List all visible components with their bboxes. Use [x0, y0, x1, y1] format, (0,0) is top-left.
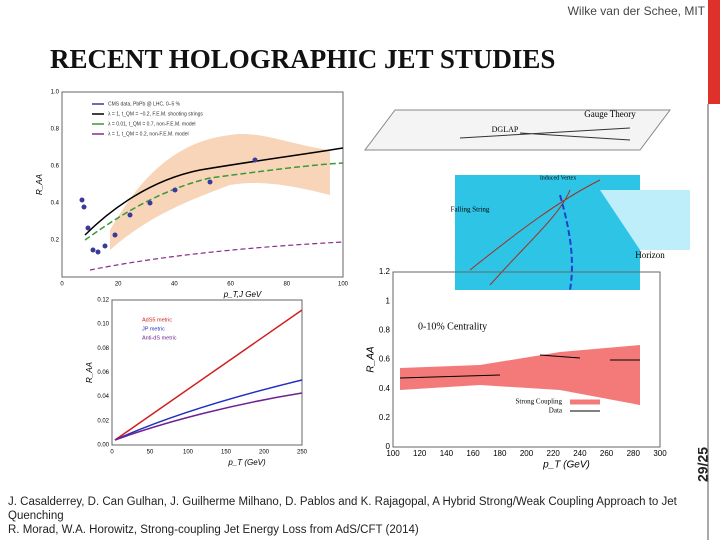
x-tick-label: 100 [386, 449, 400, 458]
y-tick-label: 0.8 [51, 127, 60, 133]
bulk [455, 175, 640, 290]
x-tick-label: 60 [227, 282, 234, 288]
slide-title: RECENT HOLOGRAPHIC JET STUDIES [50, 44, 555, 74]
legend-entry: Strong Coupling [516, 398, 563, 406]
x-tick-label: 40 [171, 282, 178, 288]
legend-entry: Data [549, 407, 563, 415]
y-tick-label: 0.2 [379, 413, 391, 422]
y-tick-label: 1.0 [51, 90, 60, 96]
y-tick-label: 0.00 [97, 443, 109, 449]
x-tick-label: 120 [413, 449, 427, 458]
curve [114, 309, 303, 441]
reference: R. Morad, W.A. Horowitz, Strong-coupling… [8, 524, 419, 536]
x-tick-label: 0 [60, 282, 64, 288]
legend-entry: JP metric [142, 326, 165, 332]
x-tick-label: 280 [627, 449, 641, 458]
x-tick-label: 200 [520, 449, 534, 458]
curve [114, 379, 303, 441]
y-tick-label: 1 [386, 296, 391, 305]
x-tick-label: 150 [221, 450, 232, 456]
curve [114, 392, 303, 441]
curve [84, 147, 344, 236]
accent-bar [708, 0, 720, 104]
diagram-label: Falling String [451, 206, 490, 214]
y-tick-label: 0.12 [97, 298, 109, 304]
x-tick-label: 220 [547, 449, 561, 458]
legend-entry: λ = 0.01, t_QM = 0.7, non-F.E.M. model [108, 121, 196, 127]
plane [364, 109, 671, 151]
diagram-label: Gauge Theory [584, 109, 636, 119]
x-tick-label: 20 [115, 282, 122, 288]
fig4-frame [392, 271, 661, 448]
x-axis-label: p_T,J GeV [223, 290, 262, 299]
y-tick-label: 0.10 [97, 322, 109, 328]
y-tick-label: 0.4 [379, 384, 391, 393]
diagram-label: DGLAP [492, 125, 519, 134]
x-tick-label: 240 [573, 449, 587, 458]
diagram-label: Induced Vertex [540, 175, 576, 181]
diagram-label: Horizon [635, 250, 665, 260]
curve [89, 241, 344, 271]
x-tick-label: 80 [283, 282, 290, 288]
y-tick-label: 0.06 [97, 370, 109, 376]
y-axis-label: R_AA [35, 174, 44, 195]
y-tick-label: 0.02 [97, 418, 109, 424]
x-tick-label: 140 [440, 449, 454, 458]
x-axis-label: p_T (GeV) [542, 460, 590, 471]
fig1-frame [61, 91, 344, 278]
y-tick-label: 0.2 [51, 238, 60, 244]
y-axis-label: R_AA [366, 346, 377, 372]
author: Wilke van der Schee, MIT [568, 4, 706, 18]
y-tick-label: 0.04 [97, 394, 109, 400]
geodesic [559, 194, 573, 291]
x-tick-label: 300 [653, 449, 667, 458]
x-tick-label: 50 [147, 450, 154, 456]
x-tick-label: 100 [183, 450, 194, 456]
dglap-lines [459, 127, 631, 141]
legend-entry: λ = 1, t_QM = ~0.2, F.E.M. shooting stri… [108, 111, 203, 117]
data-points [399, 354, 640, 379]
fig2-frame [111, 299, 303, 446]
band [400, 345, 640, 405]
y-tick-label: 1.2 [379, 267, 391, 276]
y-tick-label: 0.6 [379, 355, 391, 364]
reference: J. Casalderrey, D. Can Gulhan, J. Guilhe… [8, 496, 677, 522]
curve [84, 162, 344, 241]
data-points [79, 157, 258, 255]
x-tick-label: 0 [110, 450, 114, 456]
y-tick-label: 0.8 [379, 325, 391, 334]
x-axis-label: p_T (GeV) [227, 458, 266, 467]
x-tick-label: 100 [338, 282, 349, 288]
x-tick-label: 260 [600, 449, 614, 458]
legend-entry: Anti-dS metric [142, 335, 177, 341]
legend-entry: λ = 1, t_QM = 0.2, non-F.E.M. model [108, 131, 189, 137]
x-tick-label: 180 [493, 449, 507, 458]
y-tick-label: 0 [386, 442, 391, 451]
horizon-region [600, 190, 690, 250]
legend-entry: AdS5 metric [142, 317, 172, 323]
x-tick-label: 250 [297, 450, 308, 456]
y-tick-label: 0.6 [51, 164, 60, 170]
y-axis-label: R_AA [85, 362, 94, 383]
y-tick-label: 0.08 [97, 346, 109, 352]
x-tick-label: 200 [259, 450, 270, 456]
string [469, 179, 601, 286]
page-number: 29/25 [695, 447, 711, 482]
annotation: 0-10% Centrality [418, 321, 487, 332]
y-tick-label: 0.4 [51, 201, 60, 207]
legend-entry: CMS data, PbPb @ LHC, 0–5 % [108, 101, 181, 107]
x-tick-label: 160 [466, 449, 480, 458]
band [110, 133, 330, 250]
